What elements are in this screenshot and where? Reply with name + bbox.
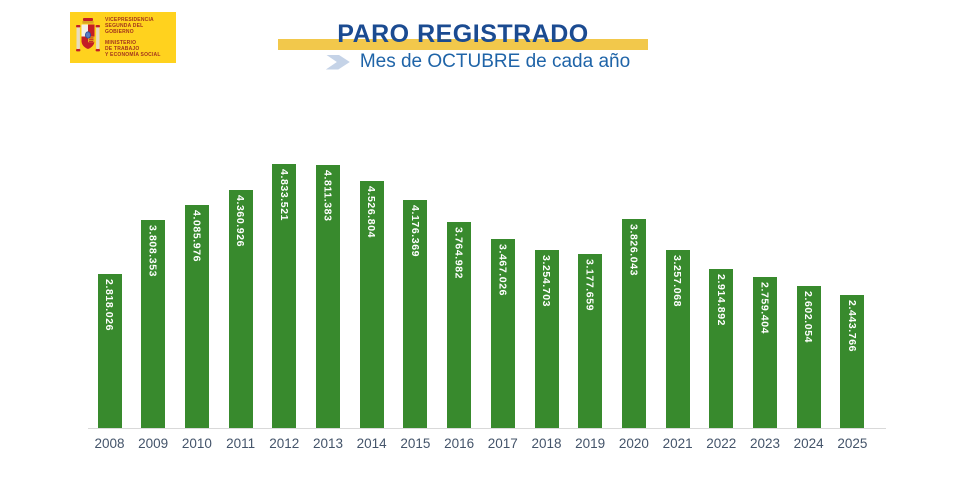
x-axis-label: 2019 <box>575 436 606 451</box>
x-axis-label: 2009 <box>138 436 169 451</box>
bar-2020 <box>621 219 646 428</box>
bar-2023 <box>753 277 777 428</box>
bar-value-label: 2.914.892 <box>714 274 727 327</box>
bar-value-label: 3.826.043 <box>627 224 640 277</box>
bar-value-label: 3.177.659 <box>583 259 596 312</box>
bar-value-label: 2.818.026 <box>103 279 115 332</box>
x-axis-label: 2011 <box>226 436 256 451</box>
bar-value-label: 3.254.703 <box>540 255 552 308</box>
bar-2008 <box>97 274 122 428</box>
x-axis-label: 2015 <box>400 436 431 451</box>
bar-2010 <box>184 205 209 428</box>
subtitle-row: Mes de OCTUBRE de cada año <box>278 51 678 73</box>
bar-2021 <box>665 250 690 428</box>
bar-2015 <box>403 200 428 428</box>
government-logo: VICEPRESIDENCIA SEGUNDA DEL GOBIERNO MIN… <box>70 12 176 63</box>
x-axis-label: 2014 <box>356 436 387 451</box>
x-axis-label: 2016 <box>444 436 475 451</box>
x-axis-label: 2024 <box>793 436 824 451</box>
x-axis-label: 2020 <box>618 436 649 451</box>
bar-value-label: 3.764.982 <box>452 227 465 280</box>
logo-text: VICEPRESIDENCIA SEGUNDA DEL GOBIERNO MIN… <box>105 17 172 59</box>
page-title: PARO REGISTRADO <box>337 20 589 48</box>
bar-2016 <box>447 222 472 428</box>
x-axis-label: 2021 <box>662 436 693 451</box>
bar-value-label: 4.811.383 <box>321 170 334 222</box>
bar-value-label: 2.443.766 <box>845 300 858 353</box>
spain-coat-of-arms-icon <box>76 18 100 52</box>
page-subtitle: Mes de OCTUBRE de cada año <box>359 51 631 72</box>
x-axis-label: 2010 <box>181 436 212 451</box>
bar-2018 <box>534 250 559 428</box>
bar-value-label: 3.467.026 <box>496 244 509 297</box>
bar-2017 <box>490 239 515 428</box>
bar-value-label: 4.526.804 <box>365 186 378 239</box>
bar-value-label: 4.085.976 <box>190 210 203 263</box>
bar-value-label: 4.360.926 <box>234 195 247 248</box>
bar-2025 <box>840 295 865 428</box>
bar-2013 <box>316 165 340 428</box>
x-axis-label: 2013 <box>312 436 344 451</box>
x-axis-label: 2017 <box>487 436 518 451</box>
title-band <box>278 39 648 50</box>
logo-department: VICEPRESIDENCIA SEGUNDA DEL GOBIERNO <box>105 16 154 36</box>
bar-2022 <box>709 269 734 428</box>
bar-value-label: 3.808.353 <box>146 225 159 278</box>
x-axis-label: 2022 <box>706 436 737 451</box>
x-axis-label: 2012 <box>269 436 300 451</box>
logo-ministry: MINISTERIO DE TRABAJO Y ECONOMÍA SOCIAL <box>105 39 161 59</box>
x-axis-label: 2025 <box>837 436 868 451</box>
bar-2011 <box>228 190 253 428</box>
bar-value-label: 4.833.521 <box>277 169 290 222</box>
bar-2019 <box>578 254 603 428</box>
bar-2024 <box>796 286 821 428</box>
x-axis-line <box>88 428 886 429</box>
x-axis-label: 2008 <box>94 436 125 451</box>
bar-value-label: 2.759.404 <box>758 282 771 335</box>
bar-value-label: 2.602.054 <box>802 291 815 344</box>
chevron-right-icon <box>325 54 350 70</box>
bar-2009 <box>141 220 166 428</box>
x-axis-label: 2018 <box>531 436 562 451</box>
bar-value-label: 4.176.369 <box>408 205 421 258</box>
x-axis-label: 2023 <box>749 436 781 451</box>
bar-value-label: 3.257.068 <box>671 255 684 308</box>
bar-2012 <box>272 164 297 428</box>
bar-2014 <box>359 181 384 428</box>
